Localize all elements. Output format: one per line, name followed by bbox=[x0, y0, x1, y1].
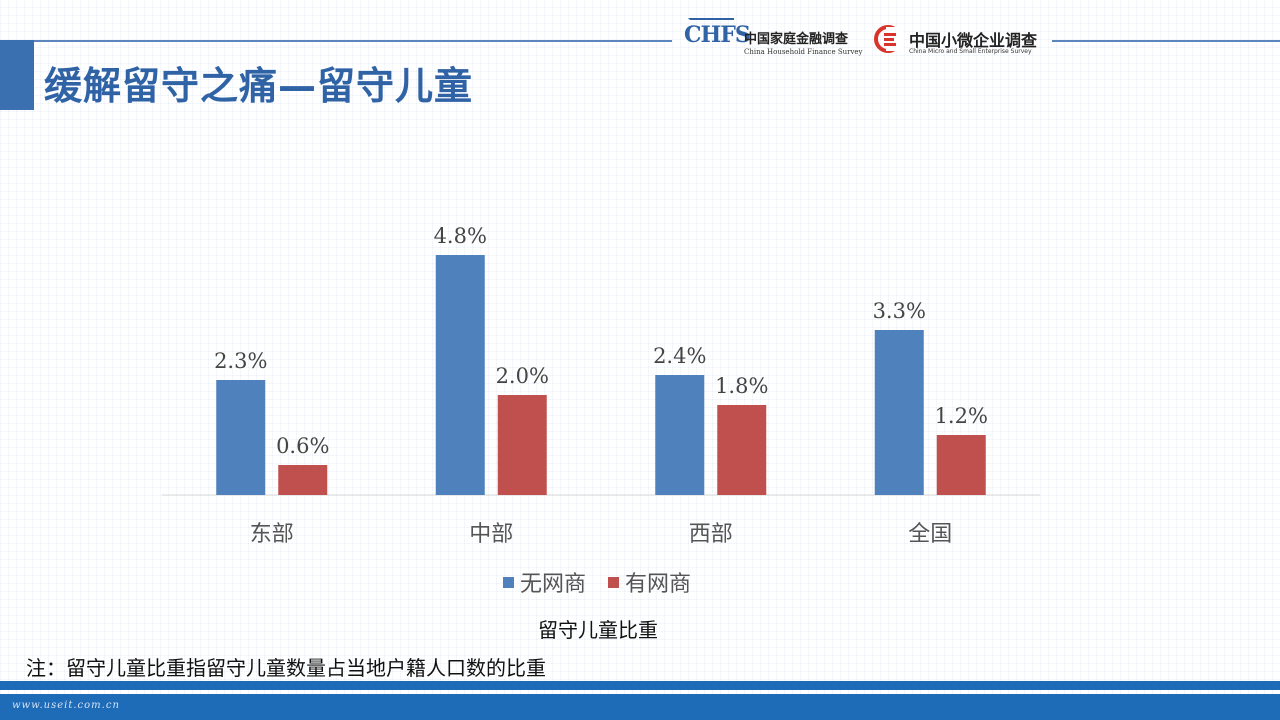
footer-url: www.useit.com.cn bbox=[12, 700, 120, 711]
page-title: 缓解留守之痛—留守儿童 bbox=[44, 64, 474, 108]
data-label-series-1-1: 2.3% bbox=[214, 349, 267, 373]
bar-series-2-2 bbox=[497, 395, 547, 495]
data-label-series-2-4: 1.2% bbox=[935, 404, 988, 428]
chfs-logo-mark: CHFS bbox=[684, 22, 751, 48]
chfs-logo-name-cn: 中国家庭金融调查 bbox=[744, 32, 849, 47]
header-rule-right bbox=[1052, 40, 1280, 42]
title-accent-block bbox=[0, 40, 34, 110]
data-label-series-2-2: 2.0% bbox=[496, 364, 549, 388]
chart-caption: 留守儿童比重 bbox=[538, 618, 658, 642]
header-rule-left bbox=[34, 40, 672, 42]
bar-series-1-1 bbox=[216, 380, 266, 495]
data-label-series-1-3: 2.4% bbox=[653, 344, 706, 368]
footer-band-top bbox=[0, 681, 1280, 690]
data-label-series-2-3: 1.8% bbox=[715, 374, 768, 398]
x-tick-label-1: 东部 bbox=[250, 522, 294, 547]
cmes-logo-name-en: China Micro and Small Enterprise Survey bbox=[909, 48, 1032, 55]
legend-item-series-1: 无网商 bbox=[503, 566, 586, 598]
chfs-roof-icon bbox=[688, 18, 734, 28]
bar-series-2-3 bbox=[717, 405, 767, 495]
x-tick-label-2: 中部 bbox=[469, 522, 513, 547]
legend-label-series-2: 有网商 bbox=[625, 572, 692, 597]
chart-note: 注：留守儿童比重指留守儿童数量占当地户籍人口数的比重 bbox=[26, 656, 546, 680]
legend-item-series-2: 有网商 bbox=[608, 566, 691, 598]
footer-band-bottom bbox=[0, 694, 1280, 720]
legend-swatch-series-2 bbox=[608, 576, 620, 588]
legend-swatch-series-1 bbox=[503, 576, 514, 588]
chfs-logo: CHFS 中国家庭金融调查 China Household Finance Su… bbox=[684, 18, 863, 60]
cmes-logo-name-cn: 中国小微企业调查 bbox=[909, 31, 1038, 50]
cmes-logo-icon bbox=[874, 25, 903, 53]
x-tick-label-4: 全国 bbox=[908, 522, 952, 547]
x-tick-label-3: 西部 bbox=[689, 522, 733, 547]
bar-series-2-1 bbox=[278, 465, 328, 495]
legend-label-series-1: 无网商 bbox=[520, 572, 587, 597]
bar-series-1-3 bbox=[655, 375, 705, 495]
data-label-series-2-1: 0.6% bbox=[276, 434, 329, 458]
data-label-series-1-4: 3.3% bbox=[873, 299, 926, 323]
bar-series-2-4 bbox=[936, 435, 986, 495]
cmes-logo: 中国小微企业调查 China Micro and Small Enterpris… bbox=[873, 24, 1048, 60]
bar-series-1-2 bbox=[435, 255, 485, 495]
data-label-series-1-2: 4.8% bbox=[434, 224, 487, 248]
chart-legend: 无网商 有网商 bbox=[503, 566, 691, 598]
bar-series-1-4 bbox=[874, 330, 924, 495]
chfs-logo-name-en: China Household Finance Survey bbox=[744, 48, 863, 56]
